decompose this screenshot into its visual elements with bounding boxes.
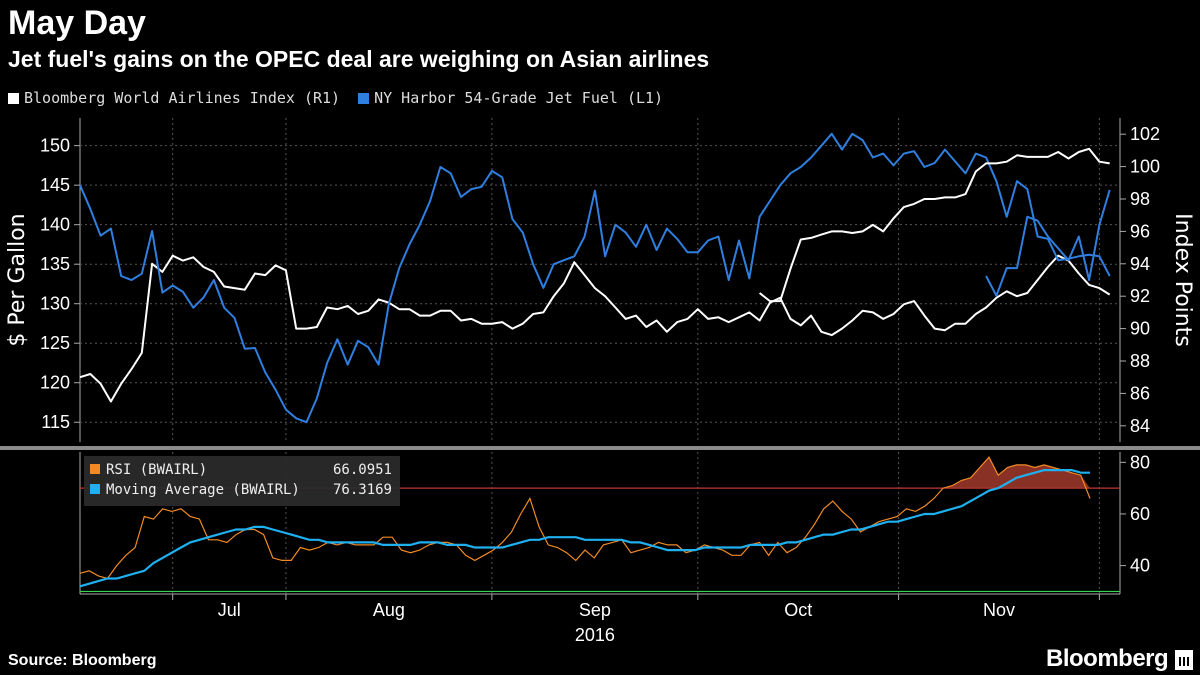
brand-logo: Bloomberg [1046,645,1169,672]
y-left-tick-label: 125 [40,333,70,353]
lower-legend-label-0: RSI (BWAIRL) [106,462,207,478]
y-right-axis-title: Index Points [1170,213,1195,347]
series-line-airlines-0 [79,254,1111,403]
legend-item-jetfuel: NY Harbor 54-Grade Jet Fuel (L1) [358,89,663,107]
x-tick-label: Sep [579,600,611,620]
x-tick-label: Aug [373,600,405,620]
y-right-tick-label: 100 [1130,157,1160,177]
lower-legend-label-1: Moving Average (BWAIRL) [106,482,300,498]
x-year-label: 2016 [575,625,615,645]
series-line-jetfuel-1 [79,132,1111,424]
lower-legend-value-1: 76.3169 [333,482,392,498]
y-left-tick-label: 120 [40,373,70,393]
lower-legend-box [84,456,400,506]
y-right-tick-label: 94 [1130,254,1150,274]
y-right-tick-label: 90 [1130,319,1150,339]
y-right-tick-label: 96 [1130,221,1150,241]
chart-title: May Day [8,4,146,42]
y-left-tick-label: 115 [41,412,70,432]
y-lower-tick-label: 60 [1130,504,1150,524]
y-left-tick-label: 135 [40,254,70,274]
y-right-tick-label: 98 [1130,189,1150,209]
legend-item-airlines: Bloomberg World Airlines Index (R1) [8,89,340,107]
lower-legend-swatch-0 [90,464,100,474]
legend-label-airlines: Bloomberg World Airlines Index (R1) [24,89,341,107]
x-tick-label: Oct [784,600,812,620]
bloomberg-icon [1175,650,1193,670]
lower-legend-value-0: 66.0951 [333,462,392,478]
chart-subtitle: Jet fuel's gains on the OPEC deal are we… [8,46,710,72]
series-line-jetfuel-3 [985,189,1111,297]
y-lower-tick-label: 80 [1130,452,1150,472]
y-lower-tick-label: 40 [1130,556,1150,576]
legend-label-jetfuel: NY Harbor 54-Grade Jet Fuel (L1) [374,89,664,107]
y-left-tick-label: 130 [40,294,70,314]
y-right-tick-label: 86 [1130,383,1150,403]
y-left-tick-label: 145 [40,175,70,195]
y-left-tick-label: 140 [40,215,70,235]
y-left-tick-label: 150 [40,136,70,156]
y-right-tick-label: 84 [1130,416,1150,436]
series-line-airlines-2 [758,147,1110,303]
chart-legend: Bloomberg World Airlines Index (R1) NY H… [8,89,663,107]
lower-legend-swatch-1 [90,484,100,494]
rsi-overbought-area [80,457,1090,489]
legend-swatch-blue [358,92,370,104]
y-right-tick-label: 92 [1130,286,1150,306]
y-left-axis-title: $ Per Gallon [5,213,30,346]
y-right-tick-label: 88 [1130,351,1150,371]
panel-separator [0,446,1200,450]
source-note: Source: Bloomberg [8,652,157,669]
legend-swatch-white [8,92,19,104]
x-tick-label: Nov [983,600,1015,620]
moving-average-line [79,469,1090,588]
y-right-tick-label: 102 [1130,124,1160,144]
x-tick-label: Jul [218,600,241,620]
